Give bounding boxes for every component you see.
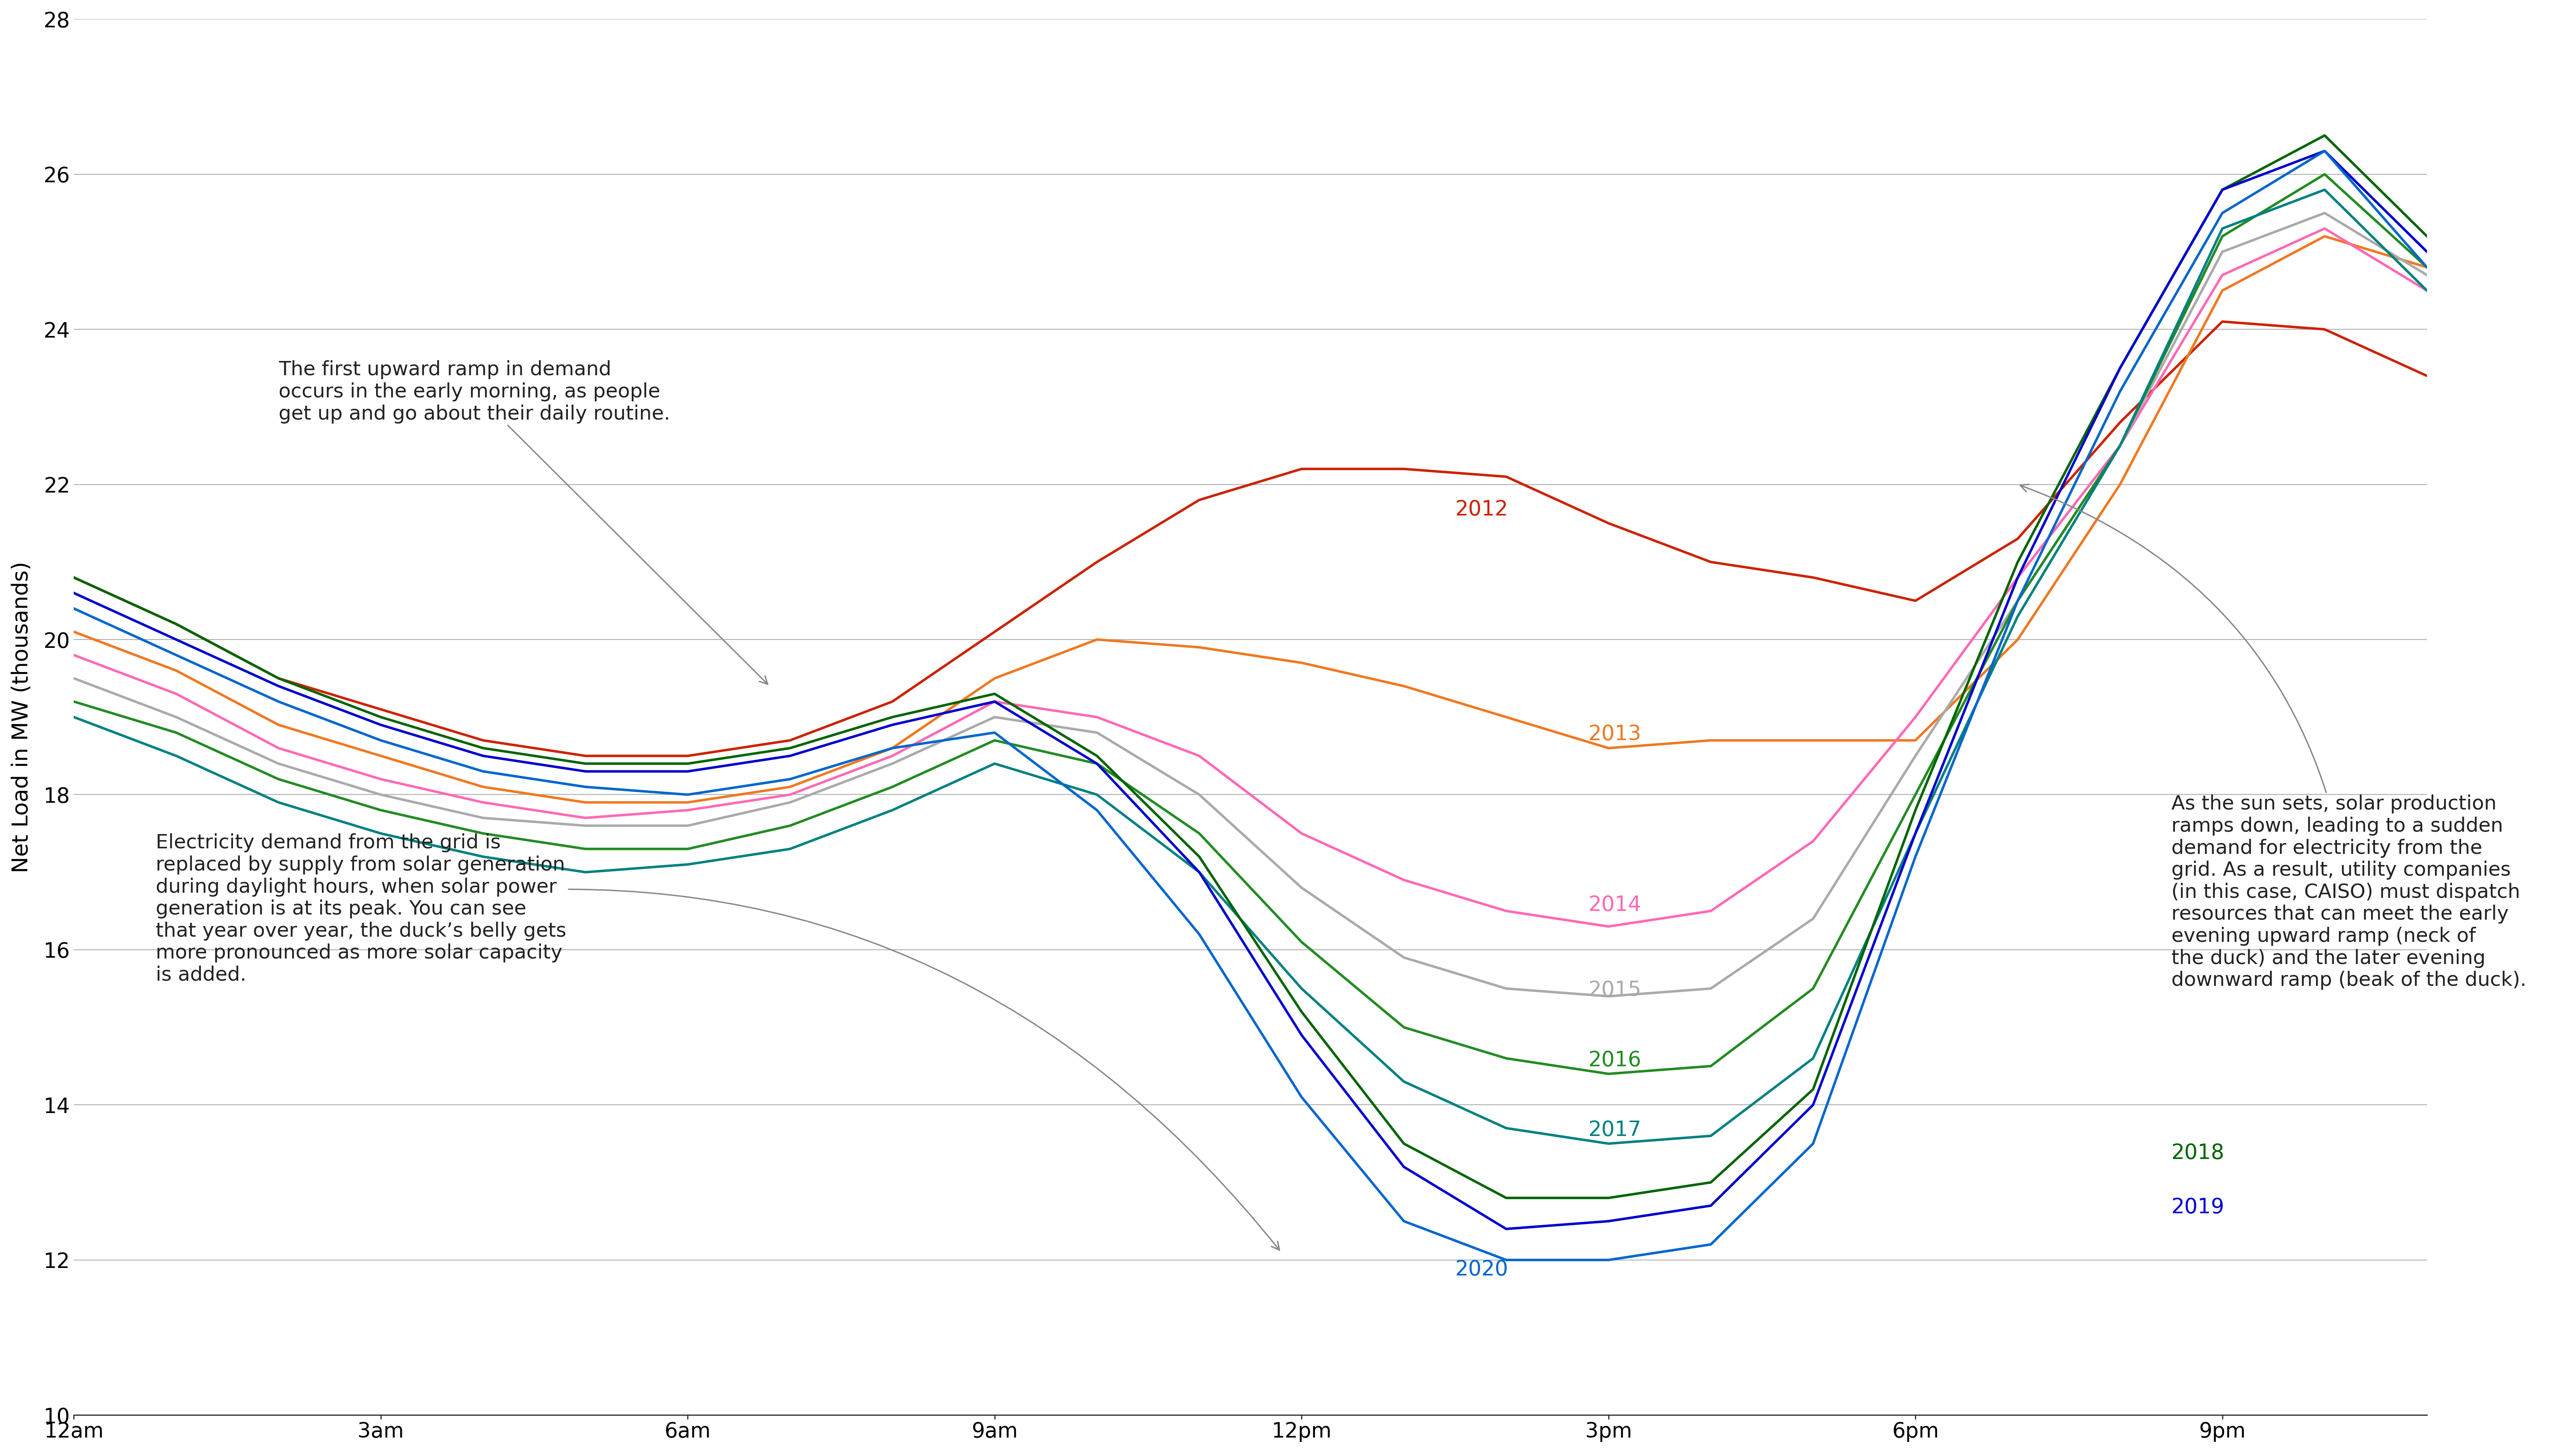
Text: 2020: 2020	[1455, 1260, 1507, 1280]
Text: Electricity demand from the grid is
replaced by supply from solar generation
dur: Electricity demand from the grid is repl…	[155, 834, 1280, 1250]
Text: As the sun sets, solar production
ramps down, leading to a sudden
demand for ele: As the sun sets, solar production ramps …	[2020, 484, 2527, 989]
Text: 2018: 2018	[2172, 1144, 2226, 1164]
Text: 2015: 2015	[1587, 979, 1641, 1001]
Text: The first upward ramp in demand
occurs in the early morning, as people
get up an: The first upward ramp in demand occurs i…	[278, 360, 768, 684]
Text: 2012: 2012	[1455, 500, 1507, 520]
Text: 2013: 2013	[1587, 724, 1641, 745]
Y-axis label: Net Load in MW (thousands): Net Load in MW (thousands)	[10, 561, 33, 873]
Text: 2019: 2019	[2172, 1197, 2226, 1218]
Text: 2014: 2014	[1587, 895, 1641, 915]
Text: 2017: 2017	[1587, 1120, 1641, 1141]
Text: 2016: 2016	[1587, 1051, 1641, 1071]
